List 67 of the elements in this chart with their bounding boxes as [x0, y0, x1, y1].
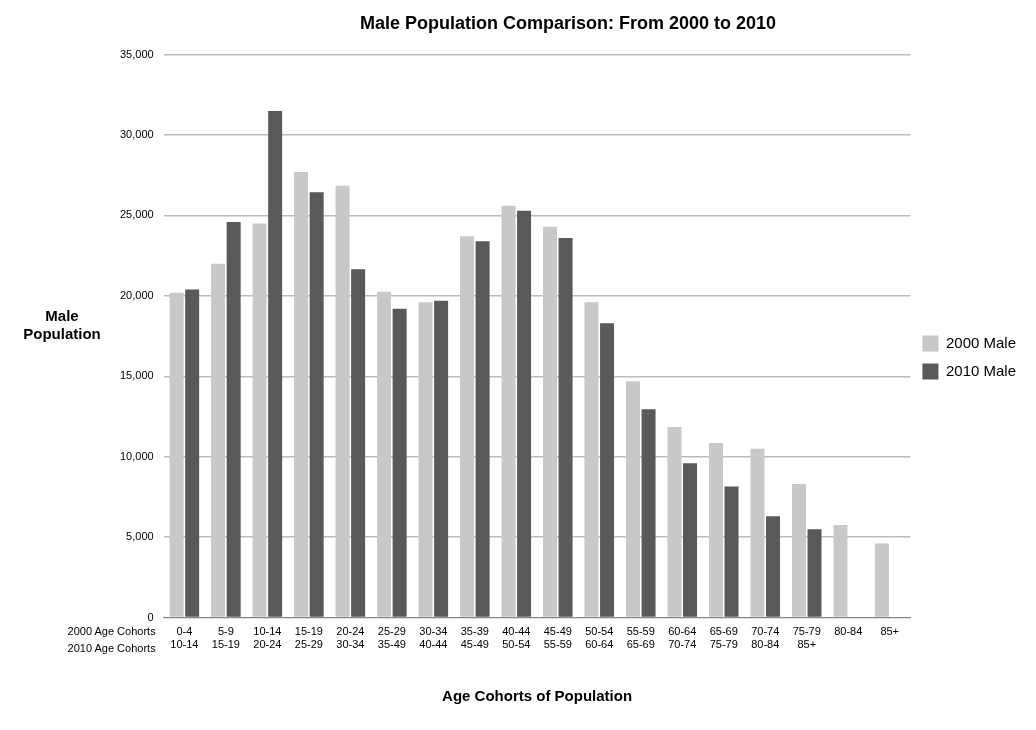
- x-tick-label: 55-59 65-69: [626, 625, 655, 651]
- x-tick-label: 65-69 75-79: [709, 625, 738, 651]
- bar: [750, 448, 765, 617]
- x-tick-label: 15-19 25-29: [294, 625, 323, 651]
- bar: [641, 409, 656, 617]
- x-tick-label: 30-34 40-44: [419, 625, 448, 651]
- y-tick-label: 30,000: [119, 128, 154, 141]
- bar: [517, 210, 532, 617]
- x-tick-label: 80-84: [834, 625, 863, 638]
- y-tick-label: 35,000: [119, 47, 154, 60]
- x-tick-label: 60-64 70-74: [668, 625, 697, 651]
- bar: [309, 192, 324, 617]
- bar: [766, 516, 781, 617]
- bar: [807, 529, 822, 617]
- legend-label: 2010 Male: [945, 361, 1017, 379]
- y-tick-label: 20,000: [119, 288, 154, 301]
- x-tick-label: 10-14 20-24: [253, 625, 282, 651]
- x-tick-label: 40-44 50-54: [502, 625, 531, 651]
- bar: [294, 172, 309, 617]
- bar: [833, 525, 848, 617]
- bar: [708, 443, 723, 617]
- x-tick-label: 70-74 80-84: [751, 625, 780, 651]
- x-tick-label: 50-54 60-64: [585, 625, 614, 651]
- bar: [874, 543, 889, 617]
- x-tick-label: 5-9 15-19: [211, 625, 240, 651]
- bar: [351, 269, 366, 617]
- text: 2000 Age Cohorts: [67, 624, 157, 637]
- bar: [377, 291, 392, 617]
- y-tick-label: 25,000: [119, 208, 154, 221]
- bar: [185, 289, 200, 617]
- x-tick-label: 20-24 30-34: [336, 625, 365, 651]
- y-tick-label: 5,000: [126, 530, 154, 543]
- bar: [335, 185, 350, 617]
- bar: [211, 263, 226, 617]
- x-axis-title: Age Cohorts of Population: [442, 687, 633, 705]
- legend-label: 2000 Male: [945, 333, 1017, 351]
- bar: [252, 223, 267, 617]
- x-tick-label: 45-49 55-59: [543, 625, 572, 651]
- x-tick-label: 85+: [880, 625, 900, 638]
- x-tick-label: 0-4 10-14: [170, 625, 199, 651]
- bar: [683, 463, 698, 617]
- bar: [558, 237, 573, 617]
- y-tick-label: 15,000: [119, 369, 154, 382]
- bar: [584, 302, 599, 617]
- bar: [600, 323, 615, 617]
- y-tick-label: 0: [147, 610, 154, 623]
- bar: [501, 205, 516, 617]
- y-tick-label: 10,000: [119, 449, 154, 462]
- bar: [475, 241, 490, 617]
- x-tick-label: 75-79 85+: [792, 625, 821, 651]
- bar: [418, 302, 433, 617]
- y-axis-title: Male Population: [23, 307, 101, 343]
- x-tick-label: 35-39 45-49: [460, 625, 489, 651]
- bar: [791, 484, 806, 617]
- bar: [625, 381, 640, 617]
- bar: [460, 236, 475, 617]
- bar: [724, 486, 739, 617]
- bar: [667, 426, 682, 617]
- bar: [226, 221, 241, 617]
- x-tick-label: 25-29 35-49: [377, 625, 406, 651]
- bar: [543, 226, 558, 617]
- text: 2010 Age Cohorts: [67, 641, 157, 654]
- bar: [392, 308, 407, 617]
- bar: [169, 292, 184, 617]
- chart-title: Male Population Comparison: From 2000 to 2010: [359, 12, 777, 33]
- bar: [268, 110, 283, 617]
- bar: [434, 300, 449, 617]
